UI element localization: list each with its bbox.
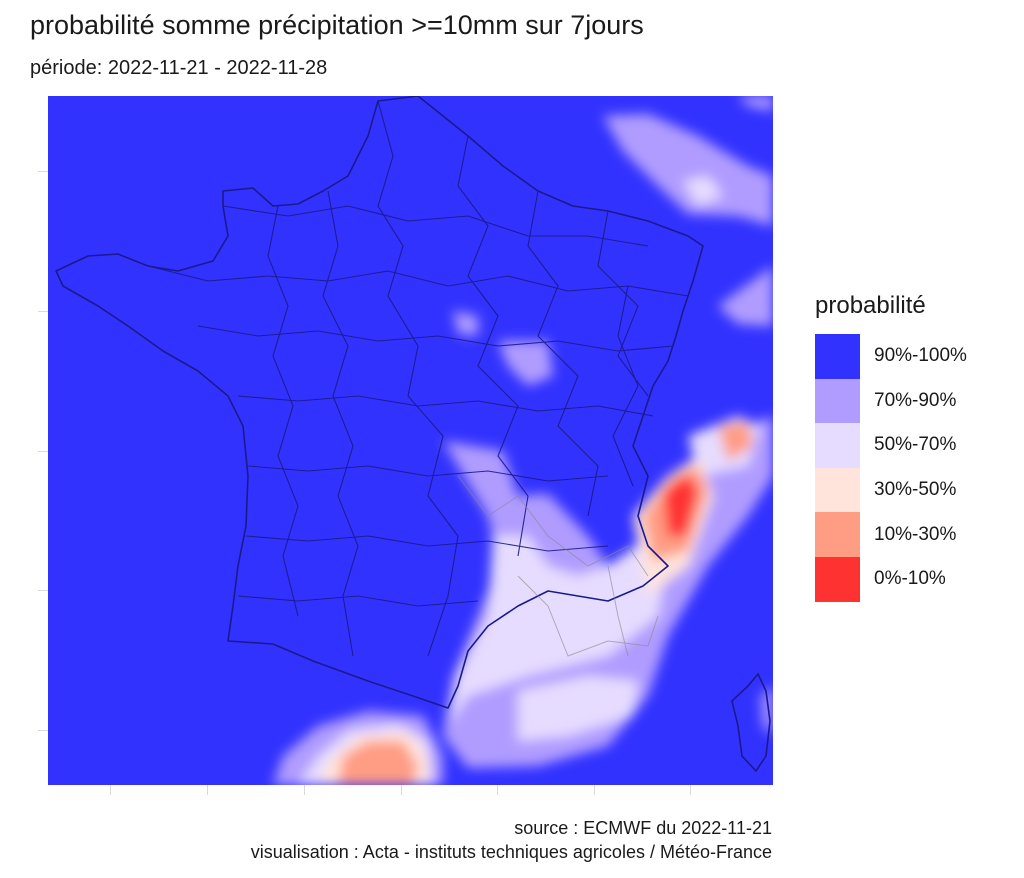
y-tick [38,590,48,591]
visualisation-caption: visualisation : Acta - instituts techniq… [250,842,772,862]
legend-swatch [815,423,860,468]
legend-title: probabilité [815,292,926,319]
zone-70-90-east [718,266,773,326]
zone-70-90-northeast [603,114,773,226]
legend-swatch [815,556,860,602]
legend-item: 10%-30% [815,512,967,557]
legend-label: 0%-10% [874,568,946,590]
map-subtitle: période: 2022-11-21 - 2022-11-28 [30,57,328,79]
x-tick [207,785,208,795]
legend-swatch [815,378,860,424]
x-tick [110,785,111,795]
legend-swatch [815,512,860,557]
zone-70-90-topright [738,96,773,111]
y-tick [38,451,48,452]
france-outline [55,96,704,709]
regional-boundaries-faded [457,475,659,657]
legend-item: 30%-50% [815,467,967,513]
y-tick [38,171,48,172]
legend-item: 70%-90% [815,378,967,424]
legend-label: 50%-70% [874,434,957,456]
zone-70-90-burgundy [453,311,478,336]
y-tick [38,730,48,731]
legend-label: 90%-100% [874,345,967,367]
legend: probabilité 90%-100% 70%-90% 50%-70% 30%-50… [815,292,967,602]
zone-10-30-alps-north [718,421,753,461]
department-boundaries [147,100,689,657]
legend-swatch [815,467,860,513]
legend-label: 10%-30% [874,523,957,545]
x-tick [690,785,691,795]
legend-label: 70%-90% [874,389,957,411]
legend-swatch [815,334,860,379]
y-tick [38,311,48,312]
zone-50-70-northeast [683,176,723,206]
zone-10-30-mediterranean [338,741,418,785]
x-tick [594,785,595,795]
legend-item: 0%-10% [815,556,967,602]
legend-item: 90%-100% [815,334,967,379]
probability-map[interactable] [48,96,773,785]
map-panel[interactable] [48,96,773,785]
x-tick [497,785,498,795]
corsica-outline [731,672,771,773]
zone-90-100 [48,96,773,785]
source-caption: source : ECMWF du 2022-11-21 [514,818,772,838]
legend-item: 50%-70% [815,423,967,468]
zone-50-70-south [518,676,638,741]
zone-70-90-centre [498,341,553,386]
x-tick [304,785,305,795]
zone-0-10-alps [663,474,698,536]
map-title: probabilité somme précipitation >=10mm s… [30,10,644,40]
x-tick [401,785,402,795]
legend-label: 30%-50% [874,479,957,501]
